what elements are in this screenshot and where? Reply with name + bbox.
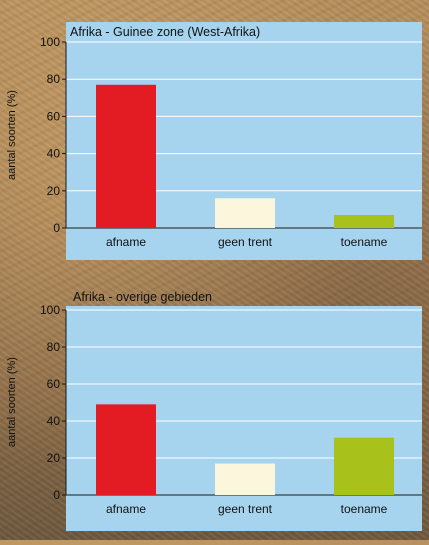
chart-panel-overige: 0 20 40 60 80 100 afname geen trent toename Afr… — [0, 270, 429, 540]
x-tick-label: afname — [106, 235, 146, 249]
y-tick-labels: 0 20 40 60 80 100 — [40, 303, 66, 502]
y-tick-label: 0 — [53, 488, 60, 502]
y-tick-label: 60 — [47, 109, 61, 123]
bars — [96, 84, 394, 228]
bar-geen-trent — [215, 198, 275, 228]
x-tick-labels: afname geen trent toename — [106, 235, 388, 249]
x-tick-labels: afname geen trent toename — [106, 502, 388, 516]
chart-guinee: 0 20 40 60 80 100 afname geen trent toename Afr… — [6, 22, 422, 260]
x-tick-label: geen trent — [218, 235, 273, 249]
bar-geen-trent — [215, 463, 275, 495]
x-tick-label: geen trent — [218, 502, 273, 516]
y-tick-label: 80 — [47, 72, 61, 86]
x-tick-label: toename — [341, 235, 388, 249]
bar-afname — [96, 404, 156, 495]
x-tick-label: afname — [106, 502, 146, 516]
bar-toename — [334, 437, 394, 495]
y-tick-label: 40 — [47, 147, 61, 161]
chart-title: Afrika - overige gebieden — [73, 290, 212, 304]
y-tick-label: 0 — [53, 221, 60, 235]
y-axis-label: aantal soorten (%) — [6, 90, 18, 180]
x-tick-label: toename — [341, 502, 388, 516]
y-tick-label: 100 — [40, 303, 60, 317]
bar-toename — [334, 214, 394, 228]
bars — [96, 404, 394, 495]
y-tick-label: 20 — [47, 451, 61, 465]
y-tick-label: 20 — [47, 184, 61, 198]
y-tick-labels: 0 20 40 60 80 100 — [40, 35, 66, 235]
bar-afname — [96, 84, 156, 228]
y-tick-label: 100 — [40, 35, 60, 49]
chart-title: Afrika - Guinee zone (West-Afrika) — [70, 25, 260, 39]
y-tick-label: 80 — [47, 340, 61, 354]
y-tick-label: 60 — [47, 377, 61, 391]
chart-overige: 0 20 40 60 80 100 afname geen trent toename Afr… — [6, 290, 422, 531]
y-axis-label: aantal soorten (%) — [6, 357, 18, 447]
chart-panel-guinee: 0 20 40 60 80 100 afname geen trent toename Afr… — [0, 0, 429, 270]
y-tick-label: 40 — [47, 414, 61, 428]
